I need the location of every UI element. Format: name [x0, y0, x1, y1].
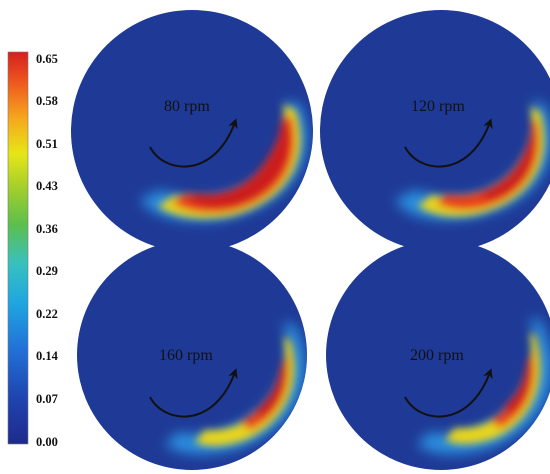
colorbar-tick: 0.43 — [36, 179, 58, 193]
panel-annotations: 80 rpm 120 rpm 160 rpm 200 rpm — [149, 98, 493, 418]
colorbar-tick: 0.29 — [36, 264, 58, 278]
speed-label: 200 rpm — [410, 347, 464, 364]
colorbar: 0.65 0.58 0.51 0.43 0.36 0.29 0.22 0.14 … — [7, 51, 59, 449]
speed-label: 80 rpm — [164, 98, 210, 115]
ring-panel-160rpm — [77, 240, 307, 470]
ring-panel-120rpm — [320, 10, 550, 252]
rotation-arrow-icon — [149, 368, 238, 418]
ring-panel-200rpm — [326, 240, 550, 470]
colorbar-tick: 0.22 — [36, 307, 58, 321]
ring-panel-80rpm — [70, 10, 313, 253]
colorbar-tick: 0.51 — [36, 137, 58, 151]
speed-label: 120 rpm — [411, 98, 465, 115]
rotation-arrow-icon — [149, 118, 238, 168]
speed-label: 160 rpm — [159, 347, 213, 364]
colorbar-tick: 0.14 — [36, 349, 59, 363]
colorbar-tick: 0.00 — [36, 435, 58, 449]
colorbar-tick: 0.36 — [36, 222, 58, 236]
colorbar-tick: 0.65 — [36, 52, 58, 66]
rotation-arrow-icon — [404, 368, 493, 418]
colorbar-ticks: 0.65 0.58 0.51 0.43 0.36 0.29 0.22 0.14 … — [36, 52, 59, 449]
colorbar-gradient — [7, 51, 29, 445]
colorbar-tick: 0.58 — [36, 94, 58, 108]
colorbar-tick: 0.07 — [36, 392, 58, 406]
rotation-arrow-icon — [404, 118, 493, 168]
